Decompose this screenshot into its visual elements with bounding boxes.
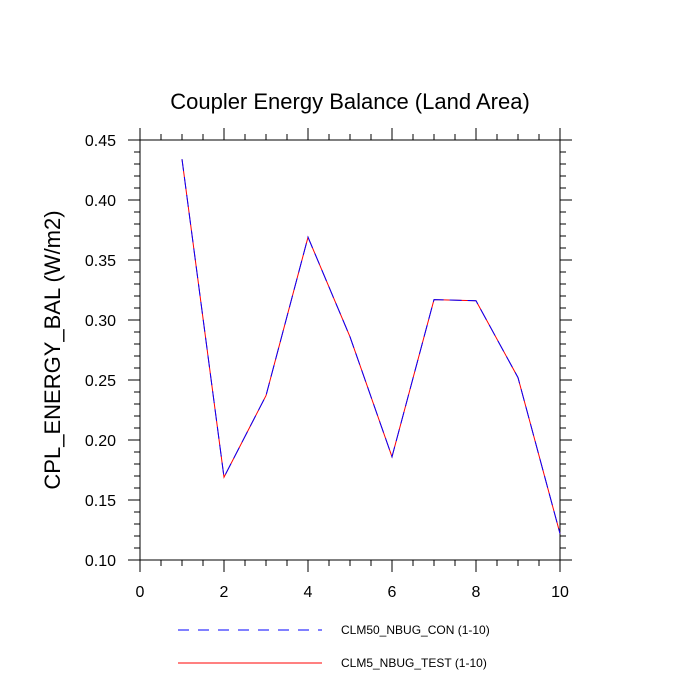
major-ticks [128,128,572,572]
y-tick-label: 0.15 [85,493,116,510]
y-tick-label: 0.45 [85,133,116,150]
plot-frame [139,139,561,561]
y-tick-labels: 0.10 0.15 0.20 0.25 0.30 0.35 0.40 0.45 [85,133,116,570]
legend: CLM50_NBUG_CON (1-10) CLM5_NBUG_TEST (1-1… [178,623,490,670]
y-tick-label: 0.25 [85,373,116,390]
series-line-1 [181,159,561,534]
series-lines [181,159,561,534]
legend-label-1: CLM50_NBUG_CON (1-10) [341,623,490,637]
y-tick-label: 0.40 [85,193,116,210]
y-tick-label: 0.10 [85,553,116,570]
x-tick-label: 4 [304,584,313,601]
y-tick-label: 0.35 [85,253,116,270]
y-tick-label: 0.20 [85,433,116,450]
x-tick-label: 10 [551,584,569,601]
x-tick-labels: 0 2 4 6 8 10 [136,584,569,601]
y-axis-label: CPL_ENERGY_BAL (W/m2) [40,210,65,489]
legend-label-2: CLM5_NBUG_TEST (1-10) [341,656,487,670]
x-tick-label: 2 [220,584,229,601]
x-tick-label: 8 [472,584,481,601]
chart-title: Coupler Energy Balance (Land Area) [170,89,530,114]
x-tick-label: 6 [388,584,397,601]
x-tick-label: 0 [136,584,145,601]
plot-area [128,128,572,572]
series-line-2 [181,159,561,534]
y-tick-label: 0.30 [85,313,116,330]
minor-ticks [134,134,566,566]
